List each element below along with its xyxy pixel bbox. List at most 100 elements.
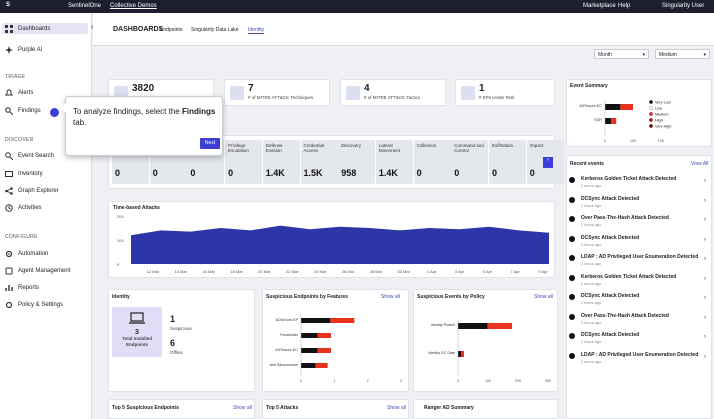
panel-title: Ranger AD Summary [424,405,474,411]
sidebar-item-dashboards[interactable]: Dashboards [2,23,88,34]
recent-event-item[interactable]: DCSync Attack Detected 2 hours ago › [569,235,709,251]
range-select[interactable]: Month ▾ [594,49,649,59]
tile-value: 0 [152,168,158,178]
bar [301,333,318,338]
event-summary-chart: ADSecure-DC EDR 0 100 10K Very Low Low Medium Hi… [579,100,671,143]
recent-event-item[interactable]: Kerberos Golden Ticket Attack Detected 2 … [569,274,709,290]
x-tick-label: 1 Apr [427,269,437,274]
summary-card-tactics[interactable]: 4 # of MITRE ATT&CK Tactics [340,79,446,106]
offline-label: Offline [170,350,183,355]
marketplace-link[interactable]: Marketplace [583,3,616,9]
sidebar-item-alerts[interactable]: Alerts [5,87,33,98]
tab-data-lake[interactable]: Singularity Data Lake [191,27,239,33]
legend-marker [649,112,653,116]
sidebar-item-findings[interactable]: Findings [5,105,41,116]
x-tick-label: 9 Apr [538,269,548,274]
recent-event-item[interactable]: Over Pass-The-Hash Attack Detected 2 hour… [569,215,709,231]
laptop-icon [461,86,475,100]
sidebar-item-graph-explorer[interactable]: Graph Explorer [5,185,59,196]
sidebar-item-policy-settings[interactable]: Policy & Settings [5,299,63,310]
section-configure[interactable]: CONFIGURE [5,234,38,240]
graph-icon [5,186,13,195]
tab-identity[interactable]: Identity [248,27,265,34]
summary-value: 7 [248,83,254,94]
chevron-down-icon: ▾ [642,52,645,58]
tactic-tile[interactable]: Privilege Escalation 0 [225,140,263,184]
recent-event-item[interactable]: LDAP : AD Privileged User Enumeration De… [569,254,709,270]
suspicious-features-panel: Suspicious Endpoints by Features Show al… [262,289,409,392]
chevron-right-icon: › [704,256,706,262]
tactic-icon [346,86,360,100]
tile-value: 958 [341,168,357,178]
summary-card-eps[interactable]: 1 # EPs Under Risk [455,79,555,106]
chevron-right-icon: › [704,295,706,301]
sidebar-item-agent-management[interactable]: Agent Management [5,265,70,276]
tactic-tile[interactable]: Credential Access 1.5K [300,140,338,184]
tile-label: Lateral Movement [378,143,400,153]
sidebar-item-inventory[interactable]: Inventory [5,168,43,179]
tactic-tile[interactable]: Lateral Movement 1.4K [375,140,413,184]
tactic-tile[interactable]: Exfiltration 0 [489,140,526,184]
chevron-right-icon: › [704,178,706,184]
tile-label: Impact [529,143,544,148]
tooltip-text-2: tab. [73,118,87,127]
show-all-link[interactable]: Show all [233,405,252,411]
tour-beacon[interactable] [50,108,59,117]
tactic-tile[interactable]: Defense Evasion 1.4K [262,140,300,184]
show-all-link[interactable]: Show all [387,405,406,411]
legend-marker [649,118,653,122]
show-all-link[interactable]: Show all [534,294,553,300]
y-tick-label: 0 [117,262,120,267]
event-time: 2 hours ago [581,340,602,344]
recent-event-item[interactable]: DCSync Attack Detected 2 hours ago › [569,332,709,348]
time-based-attacks-chart: 200 100 0 12 Mar 14 Mar 16 Mar 18 Mar 20 Mar 22 … [117,214,549,274]
total-endpoints-card[interactable]: 3 Total Installed Endpoints [112,307,162,357]
suspicious-features-chart: ADSecure-EP ThreatIntAs ADSecure-DC Anti Ra… [270,314,402,383]
tile-label: Collection [416,143,437,148]
level-select[interactable]: Medium ▾ [655,49,710,59]
sidebar-item-label: Reports [18,284,40,291]
panel-title: Identity [112,294,130,300]
user-menu[interactable]: Singularity User [662,3,705,9]
dashboard-header: ‹ DASHBOARDS Endpoints Singularity Data … [91,13,714,46]
sidebar-item-automation[interactable]: Automation [5,248,48,259]
x-tick-label: 0 [457,379,459,383]
recent-event-item[interactable]: LDAP : AD Privileged User Enumeration De… [569,352,709,368]
chevron-right-icon: › [704,353,706,360]
tactic-tile[interactable]: Collection 0 [413,140,451,184]
recent-event-item[interactable]: Over Pass-The-Hash Attack Detected 2 hour… [569,313,709,329]
sidebar-item-event-search[interactable]: Event Search [5,150,54,161]
recent-event-item[interactable]: Kerberos Golden Ticket Attack Detected 2 … [569,176,709,192]
recent-event-item[interactable]: DCSync Attack Detected 2 hours ago › [569,196,709,212]
x-tick-label: 22 Mar [286,269,299,274]
tactic-tile[interactable]: Discovery 958 [338,140,376,184]
bar [461,351,464,357]
tiles-next-button[interactable]: › [543,157,553,168]
x-tick-label: 14 Mar [175,269,188,274]
sidebar-item-purple-ai[interactable]: Purple AI [5,44,42,55]
help-link[interactable]: Help [618,3,631,9]
x-tick-label: 3 [400,379,402,383]
x-tick-label: 7 Apr [511,269,521,274]
alert-icon [569,235,575,242]
chevron-right-icon: › [704,275,706,282]
sidebar-item-activities[interactable]: Activities [5,202,42,213]
recent-event-item[interactable]: DCSync Attack Detected 2 hours ago › [569,293,709,309]
tile-value: 0 [492,168,498,178]
tour-tooltip: To analyze findings, select the Findings… [60,96,223,156]
summary-card-techniques[interactable]: 7 # of MITRE ATT&CK Techniques [224,79,330,106]
view-all-link[interactable]: View All [691,161,709,167]
tab-endpoints[interactable]: Endpoints [160,27,183,33]
scope-selector[interactable]: Collective Demos [110,3,157,9]
collapse-sidebar-icon[interactable]: ‹ [91,24,94,31]
bell-icon [5,89,13,95]
section-triage[interactable]: TRIAGE [5,74,26,80]
tile-label: Defense Evasion [265,143,283,153]
sidebar-item-reports[interactable]: Reports [5,282,39,293]
x-tick-label: 5 Apr [483,269,493,274]
tactic-tile[interactable]: Command and Control 0 [451,140,489,184]
search-icon [5,151,13,160]
tooltip-next-button[interactable]: Next [200,138,220,149]
show-all-link[interactable]: Show all [381,294,400,300]
section-discover[interactable]: DISCOVER [5,137,34,143]
